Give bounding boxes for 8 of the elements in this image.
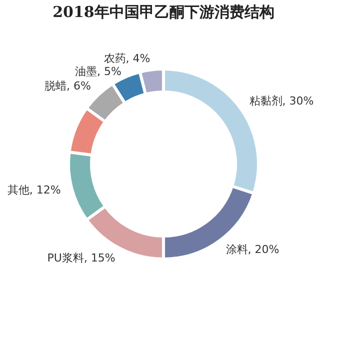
slice-label: PU浆料, 15% [47,251,116,264]
slice-label: 其他, 12% [7,183,61,196]
slice-label: 涂料, 20% [226,242,280,256]
chart-title: 2018年中国甲乙酮下游消费结构 [52,3,274,21]
slice-label: 脱蜡, 6% [44,80,91,93]
slice-label: 油墨, 5% [74,64,122,78]
slice-label: 农药, 4% [104,52,150,65]
slice-label: 粘黏剂, 30% [249,94,314,108]
